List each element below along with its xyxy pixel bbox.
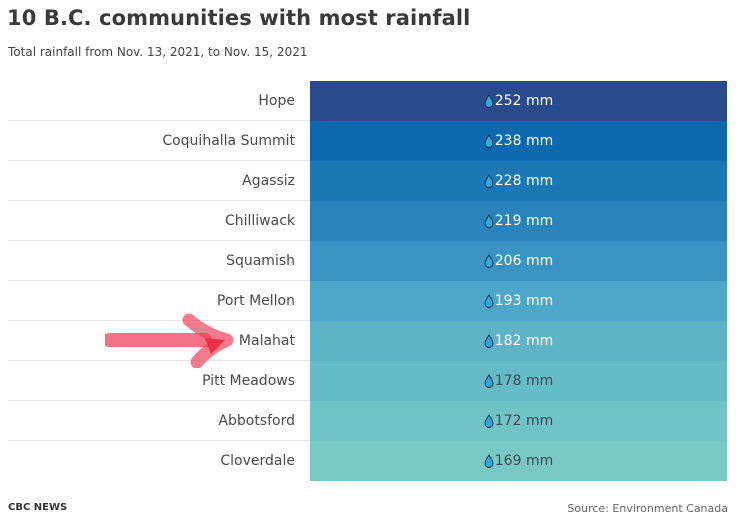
rainfall-value-text: 219 mm xyxy=(494,213,554,229)
table-row: Cloverdale 169 mm xyxy=(8,441,727,481)
rainfall-value: 178 mm xyxy=(484,373,553,389)
rainfall-bar: 228 mm xyxy=(310,161,727,201)
chart-subtitle: Total rainfall from Nov. 13, 2021, to No… xyxy=(8,45,308,59)
rainfall-value-text: 182 mm xyxy=(494,333,554,349)
rainfall-value: 206 mm xyxy=(484,253,553,269)
community-label: Coquihalla Summit xyxy=(162,133,295,149)
rainfall-bar: 206 mm xyxy=(310,241,727,281)
rainfall-bar: 182 mm xyxy=(310,321,727,361)
water-drop-icon xyxy=(484,134,494,148)
water-drop-icon xyxy=(484,334,494,348)
publisher-credit: CBC NEWS xyxy=(8,502,68,513)
community-label: Pitt Meadows xyxy=(202,373,295,389)
rainfall-value-text: 238 mm xyxy=(494,133,554,149)
water-drop-icon xyxy=(484,214,494,228)
table-row: Malahat 182 mm xyxy=(8,321,727,361)
table-row: Pitt Meadows 178 mm xyxy=(8,361,727,401)
community-label: Malahat xyxy=(238,333,295,349)
water-drop-icon xyxy=(484,374,494,388)
table-row: Squamish 206 mm xyxy=(8,241,727,281)
rainfall-value: 182 mm xyxy=(484,333,553,349)
rainfall-value-text: 193 mm xyxy=(494,293,554,309)
rainfall-value: 238 mm xyxy=(484,133,553,149)
rainfall-value: 193 mm xyxy=(484,293,553,309)
community-label: Abbotsford xyxy=(218,413,295,429)
chart-title: 10 B.C. communities with most rainfall xyxy=(7,6,471,30)
community-label: Agassiz xyxy=(242,173,295,189)
rainfall-bar: 178 mm xyxy=(310,361,727,401)
water-drop-icon xyxy=(484,94,494,108)
water-drop-icon xyxy=(484,294,494,308)
rainfall-value-text: 206 mm xyxy=(494,253,554,269)
community-label: Hope xyxy=(258,93,295,109)
community-label: Port Mellon xyxy=(216,293,295,309)
rainfall-bar: 193 mm xyxy=(310,281,727,321)
rainfall-bar: 169 mm xyxy=(310,441,727,481)
rainfall-bar: 238 mm xyxy=(310,121,727,161)
table-row: Port Mellon 193 mm xyxy=(8,281,727,321)
table-row: Coquihalla Summit 238 mm xyxy=(8,121,727,161)
rainfall-value: 252 mm xyxy=(484,93,553,109)
rainfall-value: 219 mm xyxy=(484,213,553,229)
table-row: Chilliwack 219 mm xyxy=(8,201,727,241)
rainfall-bar: 252 mm xyxy=(310,81,727,121)
rainfall-bar: 172 mm xyxy=(310,401,727,441)
community-label: Chilliwack xyxy=(224,213,295,229)
rainfall-value-text: 228 mm xyxy=(494,173,554,189)
community-label: Squamish xyxy=(226,253,295,269)
rainfall-value-text: 172 mm xyxy=(494,413,554,429)
table-row: Hope 252 mm xyxy=(8,81,727,121)
water-drop-icon xyxy=(484,454,494,468)
data-source: Source: Environment Canada xyxy=(567,502,728,515)
water-drop-icon xyxy=(484,254,494,268)
rainfall-value: 172 mm xyxy=(484,413,553,429)
water-drop-icon xyxy=(484,174,494,188)
water-drop-icon xyxy=(484,414,494,428)
rainfall-bar: 219 mm xyxy=(310,201,727,241)
rainfall-value: 228 mm xyxy=(484,173,553,189)
red-arrow-icon xyxy=(105,313,234,368)
rainfall-value-text: 178 mm xyxy=(494,373,554,389)
rainfall-value-text: 252 mm xyxy=(494,93,554,109)
rainfall-table: Hope 252 mm Coquihalla Summit 238 mm Agassiz… xyxy=(8,81,727,481)
community-label: Cloverdale xyxy=(220,453,295,469)
rainfall-value: 169 mm xyxy=(484,453,553,469)
table-row: Abbotsford 172 mm xyxy=(8,401,727,441)
table-row: Agassiz 228 mm xyxy=(8,161,727,201)
rainfall-value-text: 169 mm xyxy=(494,453,554,469)
